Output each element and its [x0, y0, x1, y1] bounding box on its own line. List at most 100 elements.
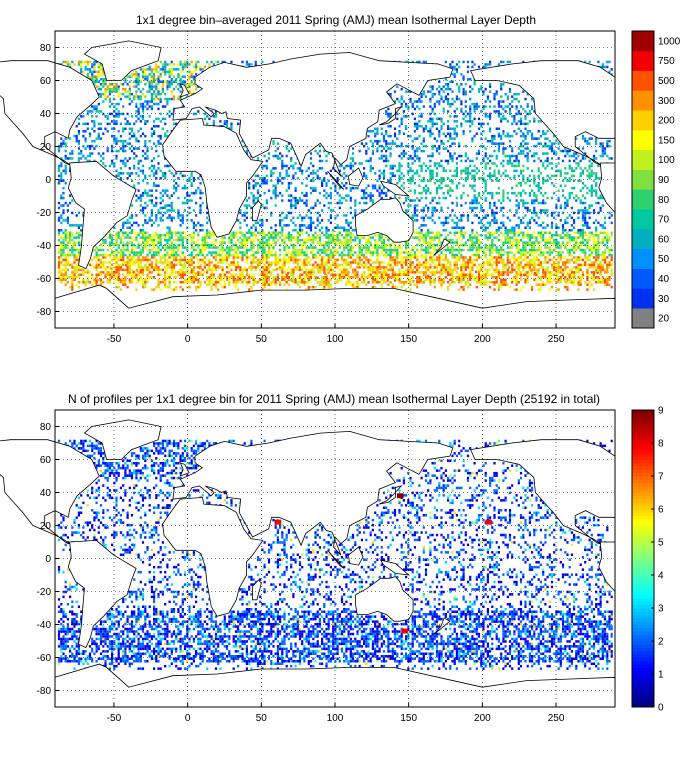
- data-cell: [354, 162, 357, 165]
- data-cell: [139, 251, 142, 254]
- data-cell: [424, 253, 428, 257]
- data-cell: [175, 251, 178, 254]
- data-cell: [318, 214, 321, 217]
- data-cell: [77, 236, 80, 239]
- data-cell: [170, 236, 173, 239]
- data-cell: [241, 214, 244, 217]
- data-cell: [491, 179, 494, 182]
- data-cell: [203, 248, 206, 252]
- data-cell: [307, 268, 310, 272]
- data-cell: [489, 206, 492, 210]
- data-cell: [287, 276, 290, 279]
- data-cell: [542, 201, 545, 205]
- data-cell: [117, 243, 120, 247]
- data-cell: [115, 276, 118, 279]
- data-cell: [449, 261, 452, 264]
- data-cell: [141, 268, 145, 272]
- data-cell: [603, 281, 607, 284]
- data-cell: [345, 281, 348, 284]
- data-cell: [325, 184, 328, 187]
- data-cell: [559, 251, 562, 254]
- data-cell: [462, 243, 465, 247]
- data-cell: [192, 234, 195, 237]
- data-cell: [270, 253, 273, 257]
- data-cell: [345, 236, 348, 239]
- data-cell: [281, 199, 284, 202]
- data-cell: [230, 246, 233, 249]
- data-cell: [166, 258, 169, 262]
- data-cell: [285, 268, 288, 272]
- data-cell: [108, 231, 111, 234]
- data-cell: [405, 288, 408, 291]
- data-cell: [305, 169, 308, 173]
- data-cell: [270, 271, 273, 274]
- data-cell: [243, 241, 246, 244]
- data-cell: [144, 243, 147, 247]
- data-cell: [546, 261, 549, 264]
- data-cell: [210, 276, 213, 279]
- data-cell: [183, 209, 187, 212]
- data-cell: [495, 219, 498, 222]
- data-cell: [159, 256, 162, 259]
- data-cell: [146, 268, 149, 272]
- data-cell: [382, 238, 386, 242]
- data-cell: [170, 288, 173, 291]
- data-cell: [219, 241, 222, 244]
- data-cell: [199, 174, 202, 178]
- data-cell: [475, 248, 478, 252]
- data-cell: [568, 179, 571, 182]
- data-cell: [62, 258, 65, 262]
- data-cell: [380, 172, 383, 175]
- data-cell: [555, 234, 558, 237]
- data-cell: [327, 236, 330, 239]
- data-cell: [455, 184, 458, 187]
- data-cell: [546, 256, 549, 259]
- data-cell: [502, 234, 505, 237]
- data-cell: [137, 196, 140, 200]
- data-cell: [526, 167, 529, 170]
- data-cell: [553, 263, 556, 267]
- data-cell: [115, 278, 118, 281]
- data-cell: [316, 177, 319, 180]
- data-cell: [221, 278, 224, 281]
- data-cell: [400, 281, 403, 284]
- data-cell: [462, 248, 465, 252]
- data-cell: [610, 256, 613, 259]
- data-cell: [365, 174, 368, 178]
- data-cell: [473, 246, 476, 249]
- data-cell: [130, 258, 134, 262]
- data-cell: [535, 258, 538, 262]
- data-cell: [528, 219, 531, 222]
- data-cell: [553, 191, 556, 195]
- data-cell: [148, 266, 151, 269]
- data-cell: [245, 211, 248, 215]
- data-cell: [170, 243, 173, 247]
- data-cell: [460, 234, 463, 237]
- data-cell: [477, 243, 481, 247]
- data-cell: [486, 263, 489, 267]
- data-cell: [502, 241, 505, 244]
- data-cell: [508, 236, 512, 239]
- data-cell: [237, 248, 240, 252]
- data-cell: [533, 241, 536, 244]
- data-cell: [221, 236, 224, 239]
- data-cell: [438, 164, 441, 168]
- data-cell: [590, 234, 593, 237]
- data-cell: [181, 281, 184, 284]
- data-cell: [524, 226, 527, 229]
- data-cell: [230, 273, 233, 276]
- data-cell: [451, 241, 454, 244]
- data-cell: [130, 204, 134, 207]
- data-cell: [274, 204, 277, 207]
- data-cell: [71, 283, 74, 286]
- data-cell: [141, 172, 145, 175]
- data-cell: [469, 261, 472, 264]
- data-cell: [561, 276, 565, 279]
- data-cell: [601, 204, 604, 207]
- data-cell: [122, 263, 125, 267]
- data-cell: [210, 234, 213, 237]
- data-cell: [166, 271, 169, 274]
- data-cell: [398, 251, 401, 254]
- data-cell: [570, 186, 573, 190]
- data-cell: [263, 177, 266, 180]
